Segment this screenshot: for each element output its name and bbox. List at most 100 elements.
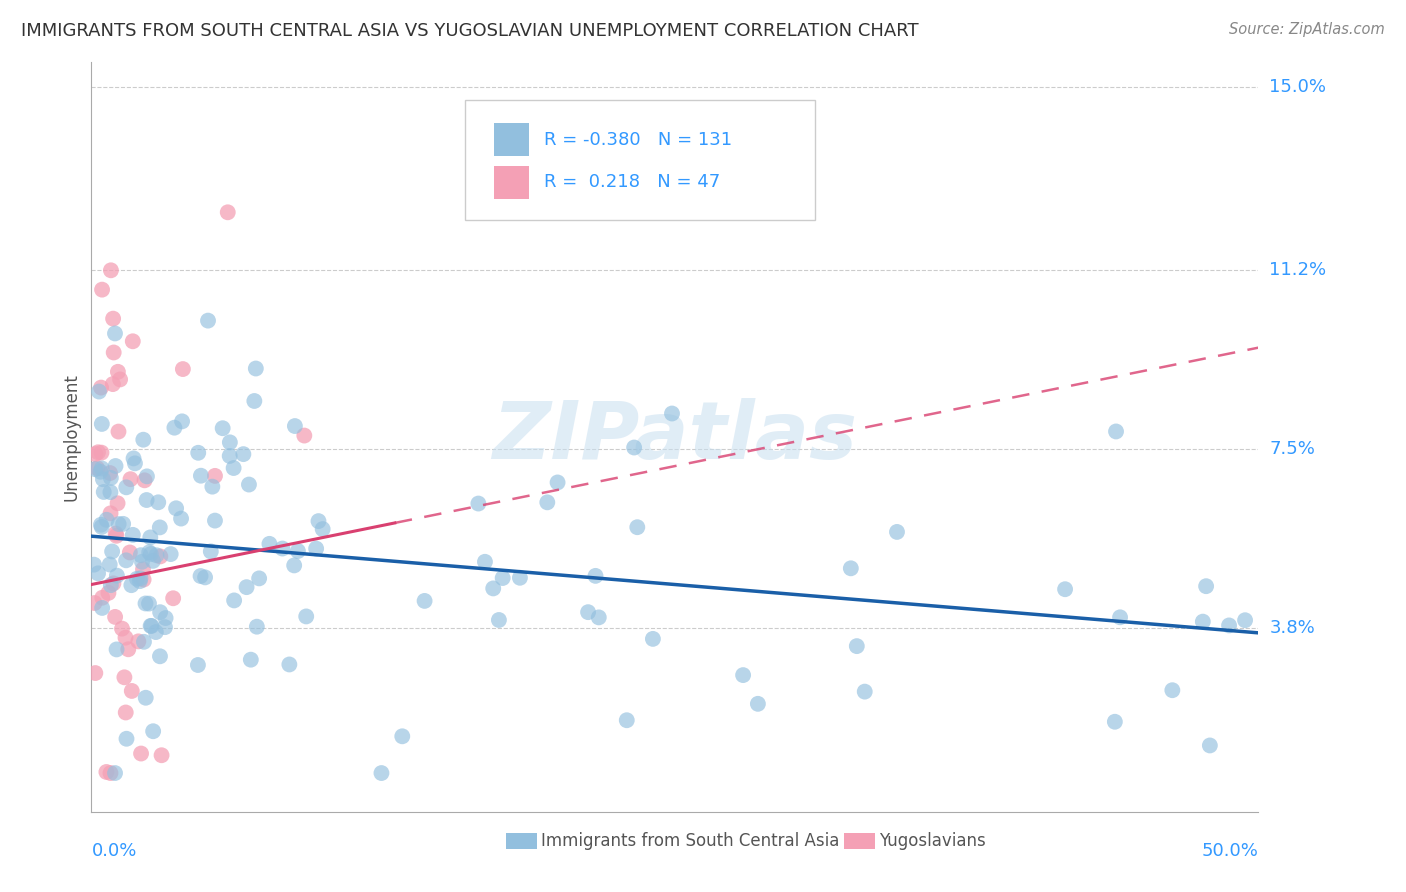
Point <box>90 381 112 395</box>
Point <box>482 582 505 596</box>
Point <box>104 610 127 624</box>
Point <box>235 580 257 594</box>
Point <box>138 545 160 559</box>
Point <box>239 653 262 667</box>
Point <box>120 578 142 592</box>
Point <box>247 571 270 585</box>
Point <box>100 766 122 780</box>
Point <box>112 516 135 531</box>
Point <box>134 473 156 487</box>
Point <box>100 578 122 592</box>
Bar <box>494 123 529 156</box>
Point <box>107 425 129 439</box>
Point <box>90 517 112 532</box>
Point <box>105 642 128 657</box>
Point <box>114 631 136 645</box>
Point <box>115 480 138 494</box>
Point <box>588 610 610 624</box>
Point <box>135 690 157 705</box>
Point <box>90 461 112 475</box>
Point <box>292 428 315 442</box>
Point <box>132 635 155 649</box>
Point <box>104 458 127 473</box>
Point <box>90 417 112 431</box>
Point <box>84 666 107 681</box>
Point <box>190 468 212 483</box>
Point <box>155 611 177 625</box>
Point <box>839 561 862 575</box>
Point <box>142 554 165 568</box>
Text: Source: ZipAtlas.com: Source: ZipAtlas.com <box>1229 22 1385 37</box>
Point <box>149 520 172 534</box>
Point <box>576 605 599 619</box>
Point <box>149 649 172 664</box>
Point <box>117 642 139 657</box>
Point <box>87 566 110 581</box>
Point <box>83 558 105 572</box>
Point <box>124 456 146 470</box>
Point <box>122 451 145 466</box>
Point <box>101 377 124 392</box>
Point <box>616 713 638 727</box>
Point <box>311 522 333 536</box>
Point <box>661 407 683 421</box>
Point <box>100 485 122 500</box>
Point <box>547 475 569 490</box>
Point <box>87 384 110 399</box>
Point <box>1199 739 1222 753</box>
Point <box>120 472 142 486</box>
Point <box>585 569 607 583</box>
Point <box>1105 425 1128 439</box>
Point <box>190 569 212 583</box>
Point <box>127 634 149 648</box>
Point <box>105 529 128 543</box>
Point <box>246 620 269 634</box>
Point <box>1104 714 1126 729</box>
Point <box>194 570 217 584</box>
Point <box>90 520 112 534</box>
Y-axis label: Unemployment: Unemployment <box>62 373 80 501</box>
Point <box>96 513 118 527</box>
Point <box>115 731 138 746</box>
Point <box>733 668 755 682</box>
Point <box>148 495 170 509</box>
Point <box>87 445 110 459</box>
Point <box>97 586 120 600</box>
Text: Yugoslavians: Yugoslavians <box>879 832 986 850</box>
Point <box>98 558 121 572</box>
Point <box>641 632 664 646</box>
Point <box>131 555 153 569</box>
Point <box>413 594 436 608</box>
Point <box>159 547 181 561</box>
Point <box>197 313 219 327</box>
Point <box>89 465 111 479</box>
Point <box>287 544 309 558</box>
Point <box>132 573 155 587</box>
Point <box>139 547 162 561</box>
Point <box>132 562 155 576</box>
Point <box>90 445 112 459</box>
Point <box>101 311 124 326</box>
Point <box>125 572 148 586</box>
Point <box>149 605 172 619</box>
Point <box>391 729 413 743</box>
Point <box>163 420 186 434</box>
Point <box>747 697 769 711</box>
Point <box>626 520 648 534</box>
Point <box>100 506 122 520</box>
Point <box>129 747 152 761</box>
Point <box>232 447 254 461</box>
FancyBboxPatch shape <box>465 100 815 219</box>
Point <box>93 485 115 500</box>
Point <box>187 658 209 673</box>
Point <box>91 283 114 297</box>
Point <box>1218 618 1240 632</box>
Point <box>121 684 143 698</box>
Point <box>492 571 515 585</box>
Point <box>100 471 122 485</box>
Point <box>283 558 305 573</box>
Point <box>170 511 193 525</box>
Point <box>139 530 162 544</box>
Point <box>153 620 176 634</box>
Point <box>139 619 162 633</box>
